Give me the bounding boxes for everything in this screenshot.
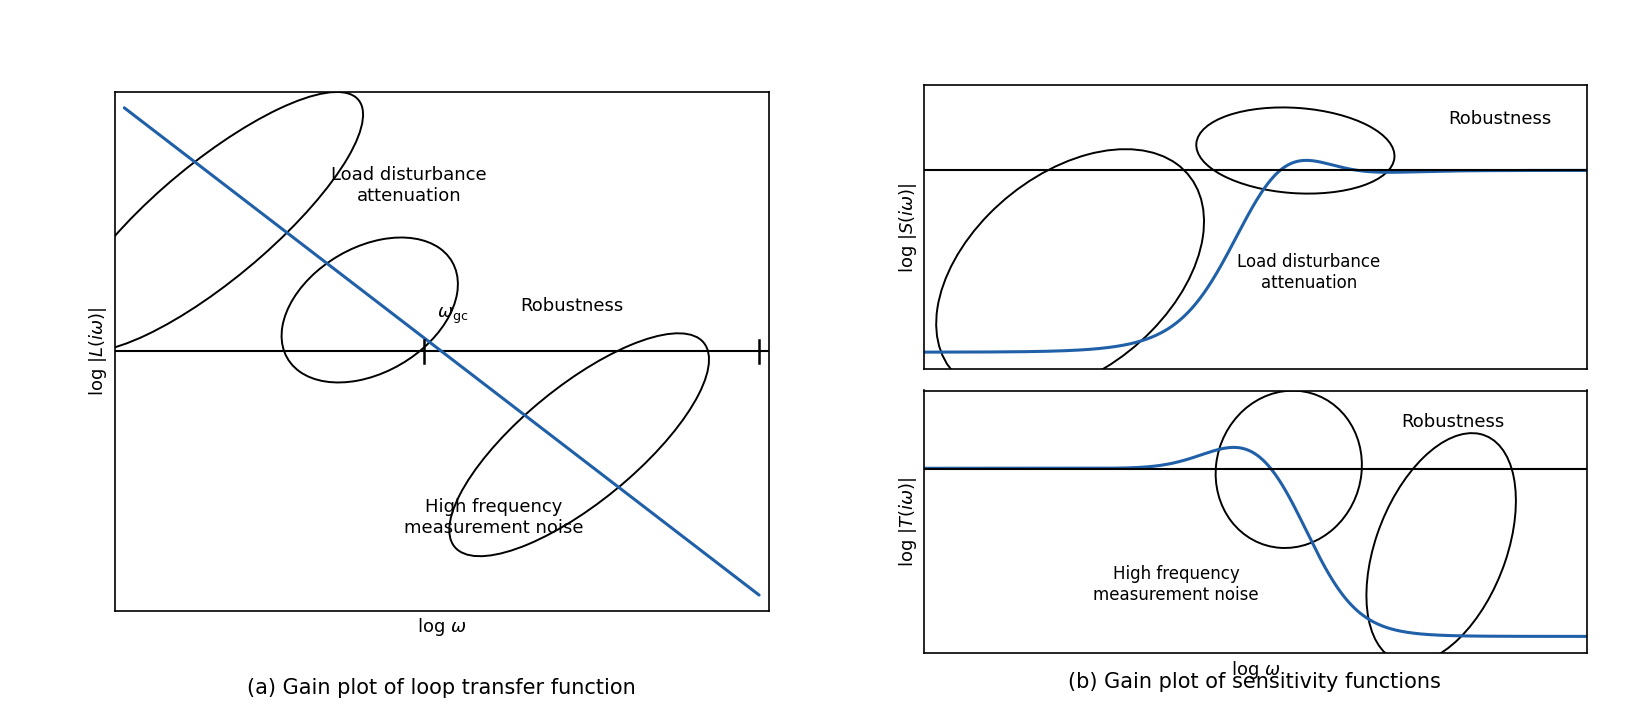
Y-axis label: $\log\,|S(i\omega)|$: $\log\,|S(i\omega)|$ — [897, 182, 919, 273]
Text: (a) Gain plot of loop transfer function: (a) Gain plot of loop transfer function — [247, 678, 636, 698]
X-axis label: $\log\,\omega$: $\log\,\omega$ — [1230, 659, 1281, 681]
Text: Robustness: Robustness — [1448, 110, 1551, 129]
Text: Robustness: Robustness — [520, 297, 623, 315]
X-axis label: $\log\,\omega$: $\log\,\omega$ — [417, 616, 466, 638]
Y-axis label: $\log\,|L(i\omega)|$: $\log\,|L(i\omega)|$ — [87, 307, 110, 396]
Text: $\omega_{\mathrm{gc}}$: $\omega_{\mathrm{gc}}$ — [437, 305, 468, 325]
Text: Load disturbance
attenuation: Load disturbance attenuation — [1237, 253, 1381, 292]
Y-axis label: $\log\,|T(i\omega)|$: $\log\,|T(i\omega)|$ — [897, 476, 919, 567]
Text: Robustness: Robustness — [1402, 413, 1505, 431]
Text: (b) Gain plot of sensitivity functions: (b) Gain plot of sensitivity functions — [1068, 672, 1441, 692]
Text: High frequency
measurement noise: High frequency measurement noise — [404, 498, 584, 537]
Text: Load disturbance
attenuation: Load disturbance attenuation — [330, 166, 488, 205]
Text: High frequency
measurement noise: High frequency measurement noise — [1093, 565, 1260, 604]
